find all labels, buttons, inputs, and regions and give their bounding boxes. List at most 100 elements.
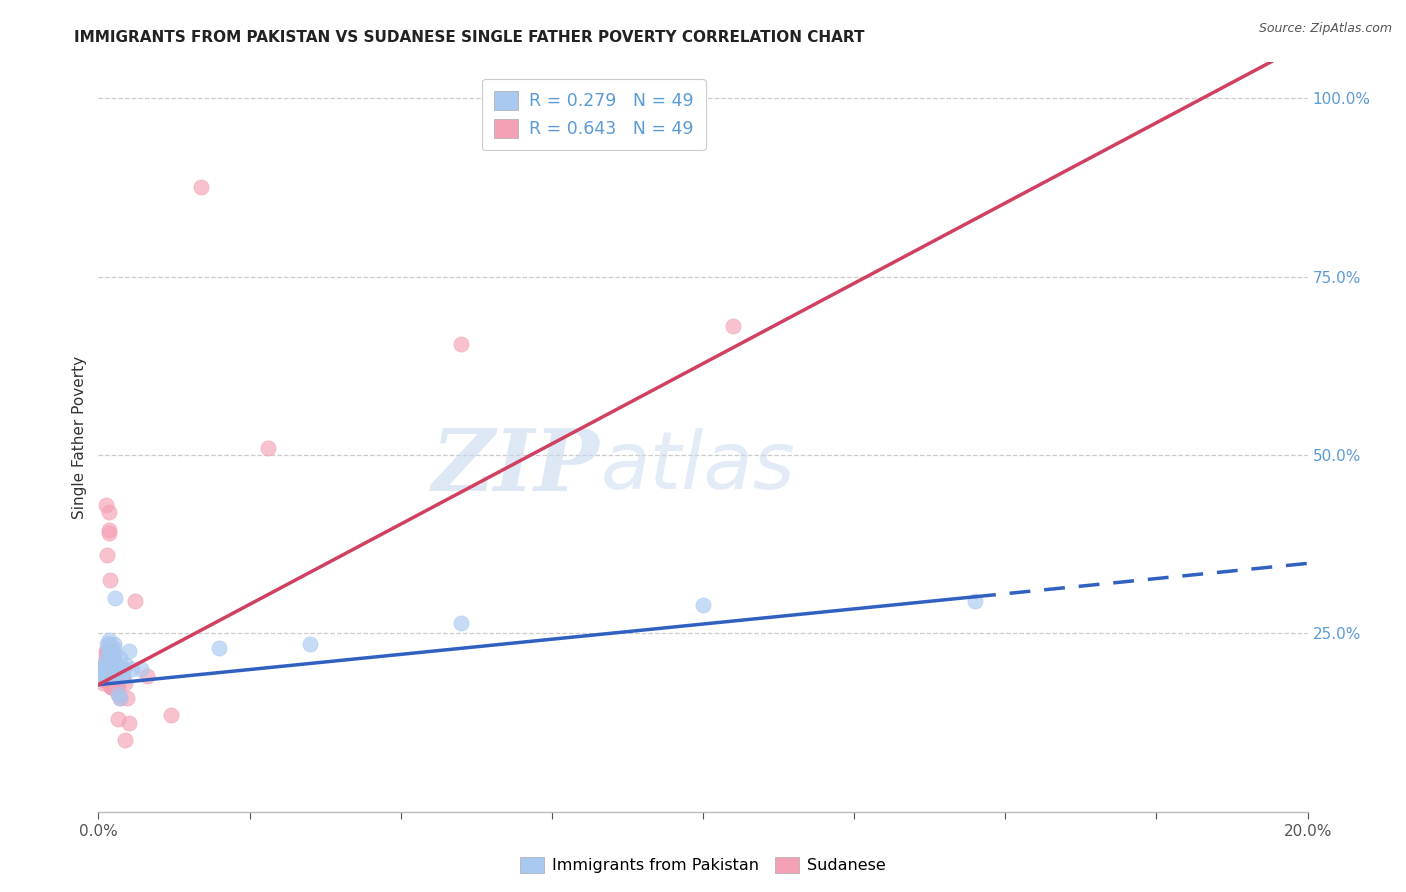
Point xyxy=(118,644,141,658)
Point xyxy=(94,665,117,680)
Point xyxy=(91,676,114,690)
Point xyxy=(114,733,136,747)
Point xyxy=(96,658,118,673)
Point xyxy=(100,648,122,662)
Point xyxy=(107,687,129,701)
Point xyxy=(692,598,714,612)
Text: Source: ZipAtlas.com: Source: ZipAtlas.com xyxy=(1258,22,1392,36)
Point xyxy=(94,655,117,669)
Text: ZIP: ZIP xyxy=(433,425,600,508)
Point xyxy=(97,523,120,537)
Point xyxy=(256,441,278,455)
Point xyxy=(108,651,131,665)
Point xyxy=(101,665,124,680)
Point xyxy=(98,573,121,587)
Point xyxy=(107,680,129,694)
Point xyxy=(91,669,114,683)
Point xyxy=(100,640,122,655)
Point xyxy=(96,673,118,687)
Point xyxy=(93,662,115,676)
Point xyxy=(93,669,115,683)
Point xyxy=(450,615,472,630)
Point xyxy=(110,669,132,683)
Point xyxy=(91,664,114,678)
Point xyxy=(96,662,118,676)
Point xyxy=(108,662,131,676)
Point xyxy=(111,669,134,683)
Point xyxy=(91,665,114,680)
Point xyxy=(104,680,127,694)
Point xyxy=(101,648,124,662)
Point xyxy=(97,665,120,680)
Text: IMMIGRANTS FROM PAKISTAN VS SUDANESE SINGLE FATHER POVERTY CORRELATION CHART: IMMIGRANTS FROM PAKISTAN VS SUDANESE SIN… xyxy=(75,29,865,45)
Point xyxy=(103,648,125,662)
Point xyxy=(129,662,152,676)
Point xyxy=(98,633,121,648)
Point xyxy=(97,648,120,662)
Point xyxy=(107,662,129,676)
Point xyxy=(103,680,125,694)
Point xyxy=(112,662,135,676)
Point xyxy=(103,637,125,651)
Point xyxy=(111,669,134,683)
Point xyxy=(93,662,115,676)
Point xyxy=(135,669,157,683)
Point xyxy=(96,648,118,662)
Point xyxy=(965,594,987,608)
Point xyxy=(101,644,124,658)
Point xyxy=(100,651,122,665)
Point xyxy=(94,655,117,669)
Point xyxy=(299,637,322,651)
Y-axis label: Single Father Poverty: Single Father Poverty xyxy=(72,356,87,518)
Text: atlas: atlas xyxy=(600,428,794,506)
Point xyxy=(96,662,118,676)
Point xyxy=(90,662,112,676)
Point xyxy=(121,662,143,676)
Point xyxy=(97,676,120,690)
Point xyxy=(98,644,121,658)
Point xyxy=(93,669,115,683)
Point xyxy=(124,594,146,608)
Point xyxy=(98,526,121,541)
Point xyxy=(98,637,121,651)
Point xyxy=(117,690,139,705)
Legend: R = 0.279   N = 49, R = 0.643   N = 49: R = 0.279 N = 49, R = 0.643 N = 49 xyxy=(482,78,706,150)
Point xyxy=(160,708,183,723)
Point xyxy=(91,662,114,676)
Point xyxy=(105,665,128,680)
Point xyxy=(103,648,125,662)
Point xyxy=(104,591,127,605)
Point xyxy=(91,665,114,680)
Point xyxy=(96,644,118,658)
Point xyxy=(108,690,131,705)
Point xyxy=(208,640,231,655)
Point xyxy=(105,680,128,694)
Point xyxy=(93,665,115,680)
Point xyxy=(94,498,117,512)
Point xyxy=(100,680,122,694)
Point xyxy=(450,337,472,351)
Point xyxy=(107,687,129,701)
Point xyxy=(90,665,112,680)
Point xyxy=(96,644,118,658)
Point xyxy=(96,637,118,651)
Point xyxy=(114,676,136,690)
Point xyxy=(723,319,745,334)
Point xyxy=(108,690,131,705)
Point xyxy=(93,673,115,687)
Point xyxy=(103,640,125,655)
Point xyxy=(100,644,122,658)
Point xyxy=(93,662,115,676)
Point xyxy=(101,676,124,690)
Legend: Immigrants from Pakistan, Sudanese: Immigrants from Pakistan, Sudanese xyxy=(513,850,893,880)
Point xyxy=(104,662,127,676)
Point xyxy=(96,548,118,562)
Point xyxy=(101,651,124,665)
Point xyxy=(100,662,122,676)
Point xyxy=(105,662,128,676)
Point xyxy=(100,680,122,694)
Point xyxy=(96,665,118,680)
Point xyxy=(100,680,122,694)
Point xyxy=(93,658,115,673)
Point xyxy=(104,655,127,669)
